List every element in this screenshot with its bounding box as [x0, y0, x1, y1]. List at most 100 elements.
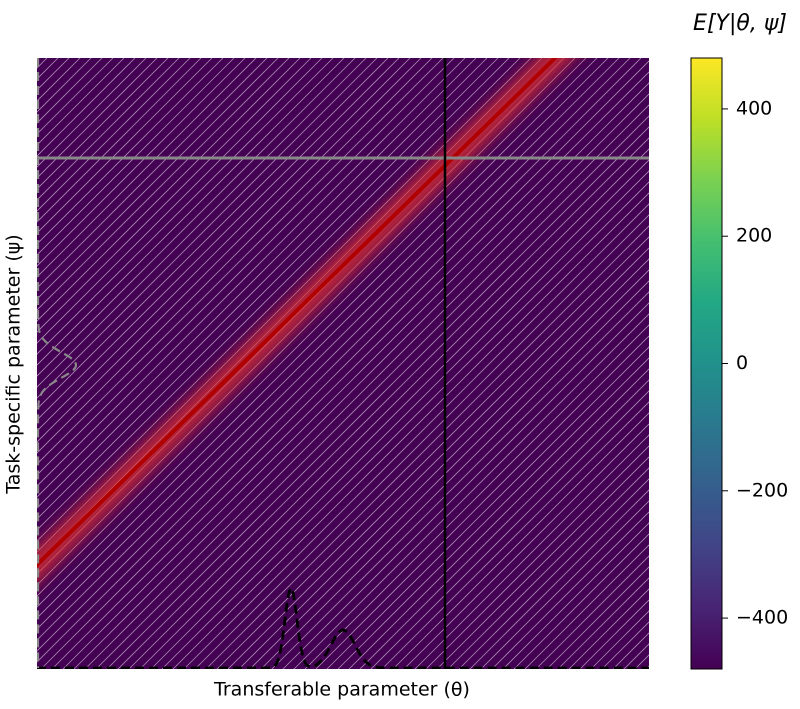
contour-line: [513, 533, 649, 669]
contour-line: [37, 58, 312, 333]
contour-line: [37, 58, 191, 212]
contour-line: [37, 58, 180, 201]
contour-line: [436, 456, 649, 669]
contour-line: [205, 225, 649, 669]
contour-line: [37, 58, 213, 234]
contour-line: [756, 58, 800, 669]
plot-area: [37, 58, 800, 669]
contour-line: [723, 58, 800, 669]
contour-line: [37, 58, 224, 245]
colorbar-tick-label: −200: [736, 479, 788, 501]
contour-line: [84, 104, 649, 669]
contour-line: [37, 58, 389, 410]
contour-line: [745, 58, 800, 669]
contour-line: [249, 269, 649, 669]
contour-line: [535, 555, 649, 669]
contour-line: [37, 58, 620, 641]
density-psi: [37, 58, 77, 668]
contour-line: [37, 58, 521, 542]
contour-line: [789, 58, 800, 669]
contour-line: [37, 58, 334, 355]
contour-line: [37, 58, 466, 487]
contour-line: [282, 302, 649, 669]
contour-line: [304, 324, 649, 669]
contour-line: [37, 58, 587, 608]
contour-line: [37, 58, 279, 300]
contour-line: [458, 478, 649, 669]
contour-line: [37, 58, 367, 388]
contour-line: [657, 58, 800, 669]
heatmap: [37, 58, 649, 669]
contour-line: [491, 511, 649, 669]
contour-line: [62, 82, 649, 669]
x-axis-label: Transferable parameter (θ): [213, 679, 470, 701]
contour-line: [37, 58, 422, 443]
colorbar-tick-label: −400: [736, 607, 788, 629]
contour-line: [546, 566, 649, 669]
contour-line: [37, 58, 202, 223]
colorbar-label: E[Y|θ, ψ]: [693, 11, 787, 36]
contour-line: [392, 412, 649, 669]
contour-line: [37, 58, 642, 663]
contour-line: [381, 401, 649, 669]
contour-line: [95, 115, 649, 669]
contour-line: [37, 58, 433, 454]
contour-line: [37, 58, 246, 267]
contour-line: [37, 58, 169, 190]
contour-line: [260, 280, 649, 669]
contour-line: [37, 58, 345, 366]
contour-line: [425, 445, 649, 669]
y-axis-label: Task-specific parameter (ψ): [3, 234, 25, 494]
contour-line: [315, 335, 649, 669]
density-theta: [37, 584, 649, 669]
contour-line: [37, 58, 609, 630]
contour-line: [37, 58, 411, 432]
contour-line: [480, 500, 649, 669]
contour-line: [326, 346, 649, 669]
colorbar-tick-label: 200: [736, 225, 772, 247]
contour-line: [668, 58, 800, 669]
contour-line: [37, 58, 257, 278]
contour-line: [37, 58, 323, 344]
contour-line: [227, 247, 649, 669]
contour-line: [128, 148, 649, 669]
contour-line: [293, 313, 649, 669]
contour-line: [37, 58, 510, 531]
contour-line: [37, 58, 477, 498]
contour-line: [161, 181, 649, 669]
contour-line: [37, 58, 235, 256]
contour-line: [150, 170, 649, 669]
contour-line: [348, 368, 649, 669]
contour-line: [37, 58, 158, 179]
contour-line: [37, 58, 455, 476]
contour-line: [37, 58, 268, 289]
contour-line: [37, 58, 400, 421]
contour-line: [37, 58, 444, 465]
contour-line: [469, 489, 649, 669]
contour-line: [767, 58, 800, 669]
contour-line: [337, 357, 649, 669]
contour-line: [37, 58, 499, 520]
contour-line: [37, 58, 356, 377]
contour-line: [194, 214, 649, 669]
contour-line: [524, 544, 649, 669]
contour-line: [37, 58, 631, 652]
contour-line: [73, 93, 649, 669]
contour-line: [172, 192, 649, 669]
contour-line: [37, 58, 378, 399]
contour-line: [37, 58, 290, 311]
contour-line: [40, 60, 649, 669]
contour-line: [414, 434, 649, 669]
colorbar-tick-label: 0: [736, 352, 748, 374]
ridge: [37, 58, 558, 568]
contour-line: [271, 291, 649, 669]
contour-line: [106, 126, 649, 669]
contour-line: [183, 203, 649, 669]
contour-line: [359, 379, 649, 669]
contour-line: [117, 137, 649, 669]
contour-line: [447, 467, 649, 669]
contour-line: [216, 236, 649, 669]
contour-line: [37, 58, 488, 509]
colorbar-tick-label: 400: [736, 97, 772, 119]
contour-line: [37, 58, 576, 597]
